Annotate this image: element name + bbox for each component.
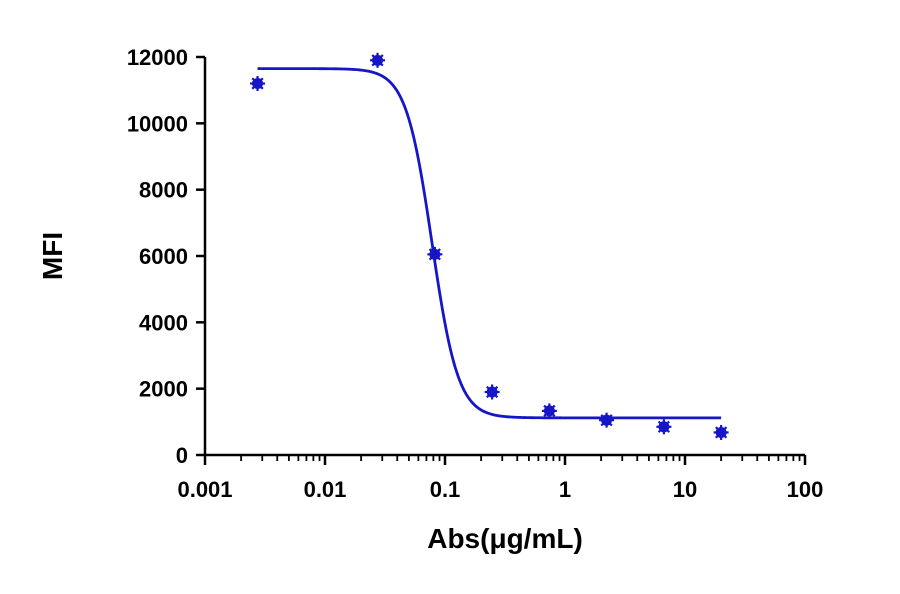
fit-curve — [257, 67, 722, 420]
x-tick-label: 0.01 — [304, 477, 347, 502]
data-point — [370, 52, 386, 68]
data-point — [250, 76, 266, 92]
series — [250, 52, 729, 440]
data-point — [713, 424, 729, 440]
y-tick-label: 6000 — [139, 244, 188, 269]
x-tick-label: 100 — [787, 477, 824, 502]
data-point — [427, 246, 443, 262]
y-tick-label: 2000 — [139, 377, 188, 402]
x-tick-label: 1 — [559, 477, 571, 502]
y-tick-label: 12000 — [127, 45, 188, 70]
data-point — [541, 403, 557, 419]
axes — [203, 57, 805, 457]
x-axis-title: Abs(μg/mL) — [427, 523, 583, 554]
x-tick-label: 10 — [673, 477, 697, 502]
y-tick-label: 0 — [176, 443, 188, 468]
x-tick-label: 0.001 — [177, 477, 232, 502]
x-ticks: 0.001 0.01 0.1 1 10 100 — [177, 455, 823, 502]
x-tick-label: 0.1 — [430, 477, 461, 502]
y-tick-label: 10000 — [127, 111, 188, 136]
y-axis-title: MFI — [37, 232, 68, 280]
y-tick-label: 8000 — [139, 178, 188, 203]
data-point — [484, 384, 500, 400]
y-ticks: 0 2000 4000 6000 8000 10000 12000 — [127, 45, 205, 468]
y-tick-label: 4000 — [139, 310, 188, 335]
data-point — [656, 419, 672, 435]
data-point — [599, 412, 615, 428]
